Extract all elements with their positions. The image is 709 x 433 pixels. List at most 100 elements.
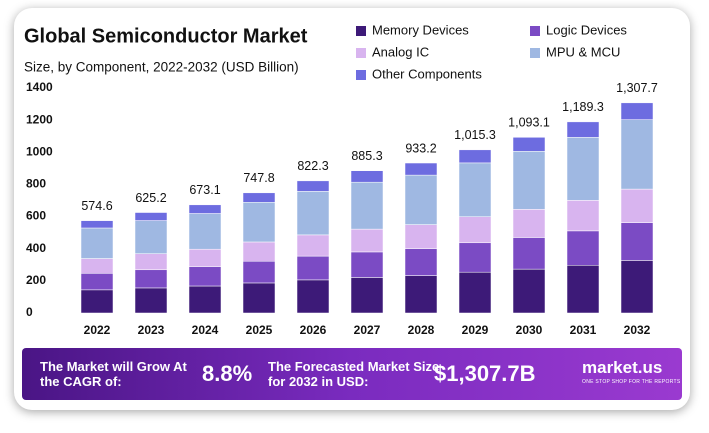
- bar-segment: [566, 137, 600, 201]
- bar-segment: [242, 261, 276, 284]
- bar-segment: [512, 137, 546, 152]
- x-tick-label: 2032: [624, 323, 651, 337]
- bar-segment: [512, 151, 546, 210]
- bar-segment: [350, 277, 384, 314]
- bar-segment: [620, 119, 654, 190]
- x-tick-label: 2029: [462, 323, 489, 337]
- legend-label: Memory Devices: [372, 22, 469, 37]
- y-tick-label: 400: [26, 241, 46, 255]
- bar-segment: [134, 253, 168, 271]
- y-tick-label: 600: [26, 209, 46, 223]
- x-tick-label: 2024: [192, 323, 219, 337]
- bar-segment: [404, 248, 438, 276]
- bar-segment: [296, 255, 330, 281]
- y-tick-label: 1400: [26, 80, 53, 94]
- bar-segment: [566, 265, 600, 314]
- x-tick-label: 2031: [570, 323, 597, 337]
- total-label: 574.6: [81, 199, 112, 213]
- y-tick-label: 1000: [26, 144, 53, 158]
- bar-segment: [242, 282, 276, 314]
- bar-segment: [80, 227, 114, 259]
- total-label: 933.2: [405, 141, 436, 155]
- bar-segment: [80, 273, 114, 291]
- tagline: ONE STOP SHOP FOR THE REPORTS: [582, 379, 681, 385]
- total-label: 1,189.3: [562, 100, 604, 114]
- bar-segment: [134, 212, 168, 221]
- bar-segment: [458, 162, 492, 217]
- total-label: 1,307.7: [616, 81, 658, 95]
- y-tick-label: 800: [26, 177, 46, 191]
- bar-segment: [296, 180, 330, 192]
- total-label: 625.2: [135, 191, 166, 205]
- bar-segment: [404, 162, 438, 176]
- legend-label: Analog IC: [372, 44, 429, 59]
- forecast-text: The Forecasted Market Size for 2032 in U…: [268, 359, 440, 389]
- bar-segment: [188, 285, 222, 314]
- bar-segment: [458, 149, 492, 164]
- x-tick-label: 2027: [354, 323, 381, 337]
- bar-segment: [620, 260, 654, 314]
- legend-label: Other Components: [372, 66, 482, 81]
- legend-label: Logic Devices: [546, 22, 627, 37]
- bar-segment: [620, 188, 654, 223]
- bar-segment: [620, 222, 654, 261]
- cagr-text: The Market will Grow At the CAGR of:: [40, 359, 187, 389]
- bar-segment: [512, 268, 546, 314]
- total-label: 747.8: [243, 171, 274, 185]
- brand: market.us: [582, 358, 663, 377]
- x-tick-label: 2022: [84, 323, 111, 337]
- legend-swatch: [530, 26, 540, 36]
- bar-segment: [296, 279, 330, 314]
- bar-segment: [350, 170, 384, 183]
- bar-segment: [80, 220, 114, 229]
- bar-segment: [296, 191, 330, 236]
- legend-swatch: [356, 26, 366, 36]
- total-label: 673.1: [189, 183, 220, 197]
- y-tick-label: 200: [26, 273, 46, 287]
- bar-segment: [350, 228, 384, 253]
- bar-segment: [134, 287, 168, 314]
- total-label: 1,093.1: [508, 116, 550, 130]
- x-tick-label: 2023: [138, 323, 165, 337]
- forecast-value: $1,307.7B: [434, 361, 536, 386]
- bar-segment: [80, 258, 114, 274]
- x-tick-label: 2028: [408, 323, 435, 337]
- bar-segment: [188, 266, 222, 287]
- bar-segment: [404, 275, 438, 314]
- bar-segment: [242, 202, 276, 243]
- bar-segment: [242, 241, 276, 262]
- bar-segment: [566, 230, 600, 266]
- bar-segment: [512, 209, 546, 238]
- legend-label: MPU & MCU: [546, 44, 620, 59]
- bar-segment: [404, 174, 438, 225]
- bar-segment: [134, 269, 168, 289]
- x-tick-label: 2030: [516, 323, 543, 337]
- cagr-value: 8.8%: [202, 361, 253, 386]
- total-label: 1,015.3: [454, 128, 496, 142]
- legend-swatch: [356, 48, 366, 58]
- bar-segment: [350, 181, 384, 230]
- y-tick-label: 0: [26, 305, 33, 319]
- bar-segment: [566, 121, 600, 138]
- banner: The Market will Grow At the CAGR of: 8.8…: [22, 348, 682, 400]
- bar-segment: [458, 271, 492, 314]
- bar-segment: [566, 200, 600, 232]
- legend-swatch: [356, 70, 366, 80]
- chart: Global Semiconductor Market Size, by Com…: [24, 22, 658, 337]
- bar-segment: [188, 213, 222, 250]
- bar-segment: [188, 248, 222, 267]
- x-tick-label: 2026: [300, 323, 327, 337]
- bar-segment: [242, 192, 276, 203]
- total-label: 822.3: [297, 159, 328, 173]
- bar-segment: [188, 204, 222, 214]
- bar-segment: [134, 220, 168, 254]
- legend-swatch: [530, 48, 540, 58]
- bar-segment: [404, 224, 438, 249]
- bar-segment: [620, 102, 654, 120]
- x-tick-label: 2025: [246, 323, 273, 337]
- total-label: 885.3: [351, 149, 382, 163]
- bar-segment: [458, 216, 492, 244]
- bar-segment: [458, 242, 492, 273]
- bar-segment: [80, 289, 114, 314]
